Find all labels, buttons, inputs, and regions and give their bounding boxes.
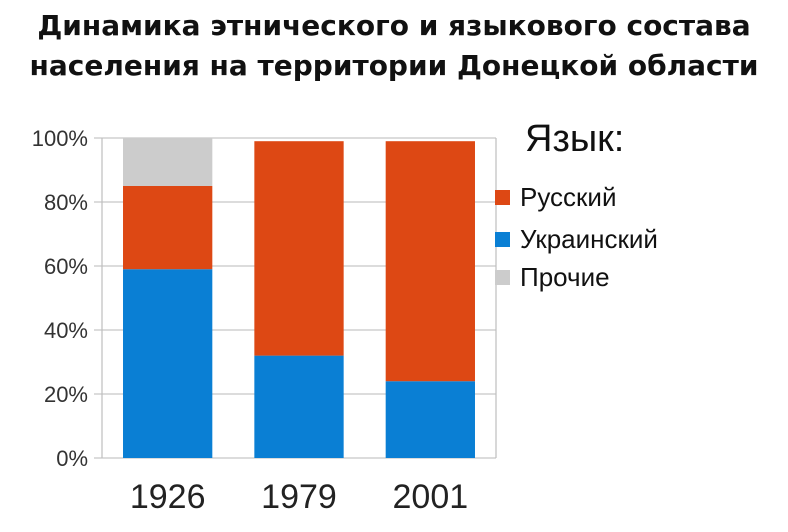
legend: Язык: Русский Украинский Прочие [495, 110, 658, 300]
y-tick-label: 20% [44, 382, 88, 407]
chart-title-line-2: населения на территории Донецкой области [29, 49, 759, 82]
legend-swatch [495, 190, 510, 205]
legend-swatch [495, 232, 510, 247]
bar-segment [385, 381, 475, 458]
bar-segment [123, 269, 213, 458]
legend-title: Язык: [525, 118, 625, 160]
y-tick-label: 60% [44, 254, 88, 279]
x-tick-label: 1926 [130, 478, 206, 516]
bar-segment [123, 138, 213, 186]
y-tick-label: 0% [56, 446, 88, 471]
legend-label: Прочие [520, 262, 610, 292]
legend-item: Русский [495, 182, 616, 213]
bar-segment [123, 186, 213, 270]
legend-label: Русский [520, 182, 617, 212]
bar-segment [254, 141, 344, 356]
legend-label: Украинский [520, 224, 658, 254]
x-tick-labels: 1926 1979 2001 [130, 478, 468, 516]
legend-item: Прочие [495, 262, 610, 293]
legend-swatch [495, 270, 510, 285]
y-tick-label: 100% [32, 126, 88, 151]
legend-item: Украинский [495, 224, 658, 255]
x-tick-label: 1979 [261, 478, 337, 516]
bar-segment [254, 355, 344, 458]
x-tick-label: 2001 [393, 478, 469, 516]
y-tick-labels: 0% 20% 40% 60% 80% 100% [32, 126, 88, 471]
chart-title: Динамика этнического и языкового состава… [0, 6, 788, 86]
chart-title-line-1: Динамика этнического и языкового состава [37, 9, 751, 42]
bar-segment [385, 141, 475, 382]
y-tick-label: 40% [44, 318, 88, 343]
y-tick-label: 80% [44, 190, 88, 215]
bars [123, 138, 475, 458]
